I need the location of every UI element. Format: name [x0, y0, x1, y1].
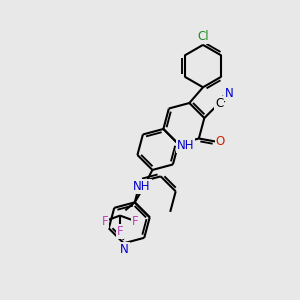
Text: F: F — [132, 214, 138, 227]
Text: N: N — [120, 243, 129, 256]
Text: NH: NH — [134, 180, 151, 193]
Text: F: F — [102, 214, 108, 227]
Text: NH: NH — [177, 139, 194, 152]
Text: N: N — [225, 87, 233, 100]
Text: Cl: Cl — [197, 30, 209, 43]
Text: O: O — [216, 135, 225, 148]
Text: C: C — [215, 97, 223, 110]
Text: F: F — [117, 225, 123, 238]
